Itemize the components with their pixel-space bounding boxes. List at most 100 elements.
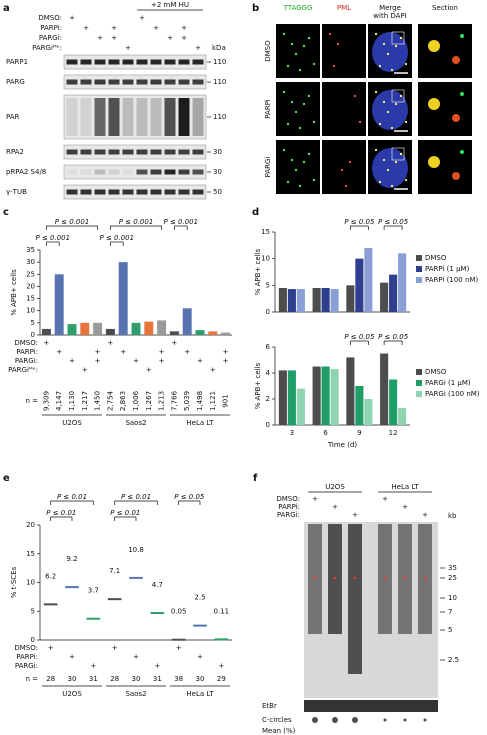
- x-tick-label: 6: [323, 429, 328, 437]
- focus: [399, 94, 403, 98]
- value-label: 10.8: [128, 546, 144, 554]
- gel: [304, 522, 438, 698]
- treatment-mark: +: [139, 14, 145, 22]
- y-tick-label: 5: [31, 319, 35, 327]
- micrograph: [276, 82, 320, 136]
- legend-swatch: [416, 369, 422, 375]
- n-value: 30: [68, 675, 77, 683]
- micrograph: [322, 82, 366, 136]
- treatment-mark: +: [197, 653, 203, 661]
- band: [192, 169, 204, 175]
- bar: [80, 322, 90, 335]
- band: [192, 149, 204, 155]
- x-tick-label: 12: [389, 429, 398, 437]
- band: [80, 149, 92, 155]
- focus: [378, 64, 382, 68]
- bar: [398, 408, 407, 425]
- bar: [330, 289, 339, 312]
- bar: [144, 321, 154, 335]
- focus: [290, 100, 294, 104]
- treatment-mark: +: [48, 644, 54, 652]
- n-label: n =: [25, 675, 38, 683]
- band: [164, 149, 176, 155]
- bar: [321, 288, 330, 312]
- band: [108, 79, 120, 85]
- focus: [460, 92, 464, 96]
- band: [66, 59, 78, 65]
- treatment-mark: +: [312, 495, 318, 503]
- treatment-label: DMSO:: [14, 339, 38, 347]
- bar: [221, 332, 231, 335]
- n-value: 9,309: [42, 391, 50, 411]
- column-header: Section: [432, 4, 458, 12]
- treatment-label: PARGiᴹᵉ:: [8, 366, 38, 374]
- focus: [399, 36, 403, 40]
- bar: [389, 379, 398, 425]
- c-circle-dot: [423, 718, 427, 722]
- y-axis-label: % APB+ cells: [254, 248, 262, 295]
- kda-value: 30: [213, 168, 222, 176]
- focus: [386, 110, 390, 114]
- y-tick-label: 10: [261, 255, 270, 263]
- n-label: n =: [25, 397, 38, 405]
- treatment-mark: +: [159, 357, 165, 365]
- bar: [287, 370, 296, 425]
- micrograph: [322, 140, 366, 194]
- value-label: 9.2: [66, 555, 77, 563]
- treatment-mark: +: [125, 44, 131, 52]
- treatment-mark: +: [402, 503, 408, 511]
- y-tick-label: 0: [266, 421, 270, 429]
- micrograph: [276, 140, 320, 194]
- band: [94, 169, 106, 175]
- n-value: 28: [46, 675, 55, 683]
- focus: [452, 114, 460, 122]
- focus: [348, 160, 352, 164]
- band: [122, 79, 134, 85]
- x-tick-label: 9: [357, 429, 361, 437]
- band-marker: [333, 576, 337, 580]
- blot: [63, 144, 207, 160]
- bar: [364, 399, 373, 425]
- focus: [460, 34, 464, 38]
- band: [150, 189, 162, 195]
- focus: [452, 172, 460, 180]
- y-tick-label: 10: [26, 307, 35, 315]
- focus: [382, 42, 386, 46]
- n-value: 1,450: [94, 391, 102, 411]
- treatment-mark: +: [422, 511, 428, 519]
- blot-label: PARP1: [6, 58, 28, 66]
- annotation: P ≤ 0.001: [36, 234, 71, 242]
- focus: [428, 156, 440, 168]
- focus: [382, 100, 386, 104]
- y-tick-label: 4: [266, 369, 271, 377]
- micrograph: [418, 140, 472, 194]
- nucleus: [372, 90, 408, 130]
- bar: [389, 274, 398, 312]
- treatment-mark: +: [82, 366, 88, 374]
- treatment-mark: +: [56, 348, 62, 356]
- treatment-mark: +: [210, 366, 216, 374]
- band: [94, 98, 106, 136]
- inset-box: [391, 31, 405, 45]
- value-label: 3.7: [88, 587, 99, 595]
- focus: [336, 42, 340, 46]
- legend-label: DMSO: [425, 368, 447, 376]
- bar: [278, 288, 287, 312]
- blot: [63, 54, 207, 70]
- y-axis-label: % APB+ cells: [10, 269, 18, 316]
- treatment-label: PARPi:: [16, 348, 38, 356]
- marker-label: 10: [448, 594, 457, 602]
- n-value: 1,121: [209, 391, 217, 411]
- y-tick-label: 30: [26, 258, 35, 266]
- treatment-mark: +: [153, 24, 159, 32]
- focus: [298, 126, 302, 130]
- band: [80, 169, 92, 175]
- column-header: with DAPI: [373, 12, 406, 20]
- annotation: P ≤ 0.01: [110, 509, 140, 517]
- n-value: 5,039: [183, 391, 191, 411]
- bar: [346, 357, 355, 425]
- y-tick-label: 2: [266, 395, 270, 403]
- y-tick-label: 20: [26, 282, 35, 290]
- legend-label: PARGi (1 μM): [425, 379, 471, 387]
